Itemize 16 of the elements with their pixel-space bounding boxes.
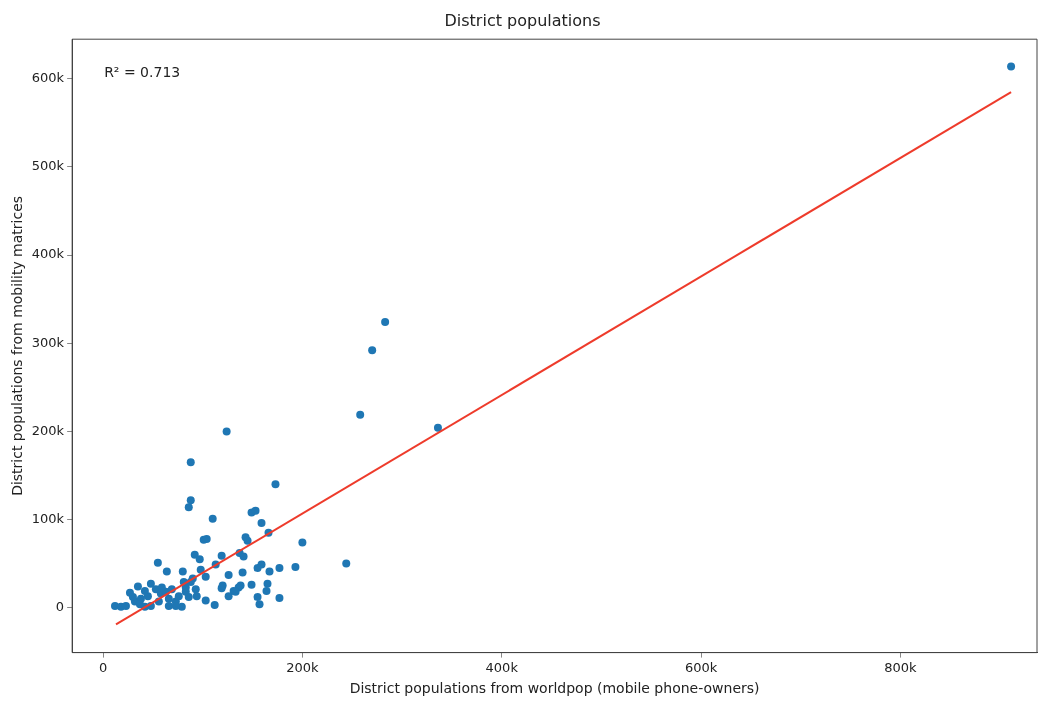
x-tick-label: 400k (485, 659, 519, 675)
annotation: R² = 0.713 (104, 63, 181, 80)
y-tick-label: 0 (55, 599, 65, 615)
y-axis-title: District populations from mobility matrices (9, 195, 26, 496)
x-tick-label: 200k (286, 659, 320, 675)
y-tick-label: 400k (31, 246, 65, 262)
x-tick-label: 600k (684, 659, 718, 675)
y-tick-label: 600k (31, 70, 65, 86)
x-axis-title: District populations from worldpop (mobile phone-owners) (349, 680, 760, 697)
y-tick-label: 300k (31, 334, 65, 350)
y-tick-label: 500k (31, 158, 65, 174)
y-tick-label: 200k (31, 422, 65, 438)
x-tick-label: 0 (98, 659, 108, 675)
chart-title: District populations (444, 10, 601, 30)
x-tick-label: 800k (884, 659, 918, 675)
y-tick-label: 100k (31, 510, 65, 526)
